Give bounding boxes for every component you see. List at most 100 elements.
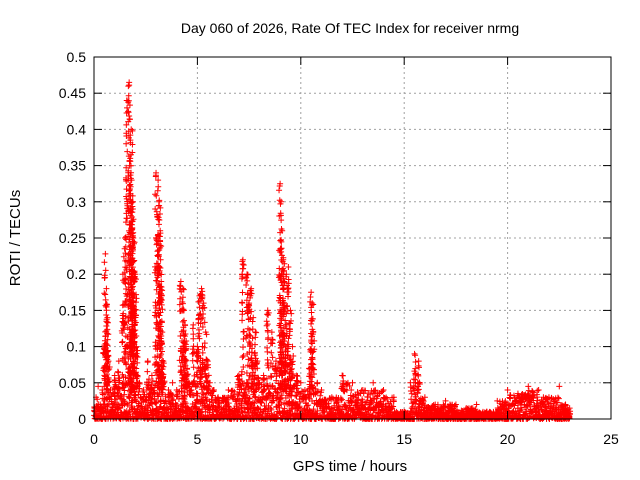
data-point (285, 263, 292, 270)
data-point (126, 187, 133, 194)
x-tick-label: 0 (90, 431, 98, 447)
data-point (102, 302, 109, 309)
data-point (379, 388, 386, 395)
data-point (179, 294, 186, 301)
data-point (95, 383, 102, 390)
data-point (239, 258, 246, 265)
data-point (156, 198, 163, 205)
data-point (225, 387, 232, 394)
data-point (473, 401, 480, 408)
data-point (153, 192, 160, 199)
data-point (180, 395, 187, 402)
chart-title: Day 060 of 2026, Rate Of TEC Index for r… (181, 20, 519, 36)
data-point (307, 294, 314, 301)
data-point (101, 275, 108, 282)
data-point (189, 408, 196, 415)
data-point (308, 289, 315, 296)
data-point (102, 267, 109, 274)
data-point (285, 289, 292, 296)
data-point (251, 393, 258, 400)
x-axis-label: GPS time / hours (293, 458, 407, 475)
data-point (229, 387, 236, 394)
data-point (187, 387, 194, 394)
data-point (313, 410, 320, 417)
data-point (244, 271, 251, 278)
data-point (303, 403, 310, 410)
data-point (370, 379, 377, 386)
data-point (176, 282, 183, 289)
data-point (268, 406, 275, 413)
data-point (152, 400, 159, 407)
data-point (240, 328, 247, 335)
data-point (314, 379, 321, 386)
data-point (208, 399, 215, 406)
data-point (277, 237, 284, 244)
data-point (122, 235, 129, 241)
data-point (556, 383, 563, 390)
data-point (266, 389, 273, 396)
y-tick-label: 0.25 (59, 230, 86, 246)
data-point (305, 394, 312, 401)
data-point (242, 409, 249, 416)
y-tick-label: 0.3 (67, 194, 87, 210)
data-point (367, 391, 374, 398)
data-point (241, 391, 248, 398)
data-point (177, 278, 184, 285)
y-tick-label: 0 (78, 411, 86, 427)
data-point (194, 390, 201, 397)
data-point (234, 400, 241, 407)
data-point (305, 402, 312, 409)
data-point (156, 404, 163, 411)
data-point (274, 389, 281, 396)
data-point (119, 339, 126, 346)
data-point (276, 197, 283, 204)
data-point (190, 364, 197, 371)
data-point (239, 256, 246, 263)
data-point (175, 395, 182, 402)
data-point (349, 379, 356, 386)
data-point (102, 250, 109, 257)
data-point (101, 390, 108, 397)
data-point (264, 348, 271, 355)
data-point (235, 396, 242, 403)
data-point (420, 398, 427, 405)
data-point (193, 390, 200, 397)
data-point (225, 403, 232, 410)
data-point (148, 372, 155, 379)
axis-ticks: 0 0.05 0.1 0.15 0.2 0.25 0.3 0.35 0.4 0.45 0.5 0 5 10… (59, 49, 619, 447)
data-point (246, 339, 253, 346)
data-point (118, 392, 125, 399)
data-point (295, 404, 302, 411)
data-point (384, 395, 391, 402)
data-point (281, 405, 288, 412)
data-point (114, 368, 121, 375)
data-point (310, 406, 317, 413)
data-point (268, 349, 275, 356)
data-point (368, 398, 375, 405)
y-tick-label: 0.1 (67, 339, 87, 355)
data-point (182, 400, 189, 407)
data-point (151, 390, 158, 397)
data-point (240, 335, 247, 342)
data-point (411, 350, 418, 357)
data-point (126, 79, 133, 86)
data-point (248, 400, 255, 407)
data-point (144, 358, 151, 365)
data-point (314, 407, 321, 414)
y-tick-label: 0.2 (67, 266, 87, 282)
x-tick-label: 25 (603, 431, 619, 447)
data-point (180, 317, 187, 324)
data-point (412, 359, 419, 366)
data-point (296, 399, 303, 406)
data-point (169, 379, 176, 386)
data-point (155, 393, 162, 400)
data-point (239, 354, 246, 361)
x-tick-label: 15 (396, 431, 412, 447)
data-point (243, 281, 250, 288)
data-point (199, 406, 206, 413)
data-point (126, 395, 133, 402)
data-point (104, 314, 111, 321)
data-point (152, 191, 159, 198)
data-point (321, 409, 328, 416)
